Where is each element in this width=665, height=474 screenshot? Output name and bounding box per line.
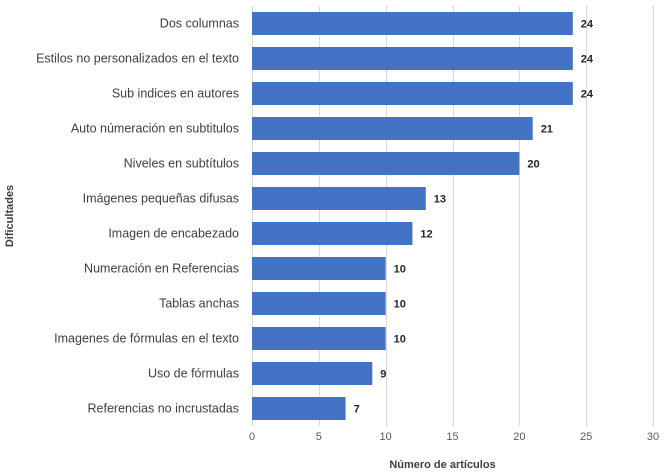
category-label: Imagen de encabezado: [108, 227, 239, 241]
data-label: 10: [394, 264, 406, 276]
data-label: 7: [354, 404, 360, 416]
x-tick-label: 5: [316, 431, 322, 443]
x-tick-label: 0: [249, 431, 255, 443]
bar: [252, 327, 386, 350]
bar: [252, 362, 373, 385]
x-axis-title: Número de artículos: [389, 459, 495, 471]
bar: [252, 152, 520, 175]
y-axis-title: Dificultades: [4, 185, 16, 247]
data-label: 24: [581, 89, 594, 101]
gridlines: [252, 6, 654, 426]
bars: [252, 12, 573, 420]
bar: [252, 117, 533, 140]
bar: [252, 397, 346, 420]
data-label: 24: [581, 54, 594, 66]
category-labels: Dos columnas Estilos no personalizados en…: [36, 17, 239, 416]
bar: [252, 12, 573, 35]
bar: [252, 187, 426, 210]
bar: [252, 47, 573, 70]
x-axis-ticks: 0 5 10 15 20 25 30: [249, 431, 659, 443]
data-labels: 24 24 24 21 20 13 12 10 10 10 9 7: [354, 19, 594, 416]
bar: [252, 82, 573, 105]
bar: [252, 222, 413, 245]
data-label: 10: [394, 299, 406, 311]
category-label: Numeración en Referencias: [84, 262, 239, 276]
category-label: Auto númeración en subtitulos: [71, 122, 239, 136]
data-label: 20: [527, 159, 539, 171]
data-label: 21: [541, 124, 553, 136]
data-label: 24: [581, 19, 594, 31]
category-label: Referencias no incrustadas: [88, 402, 239, 416]
x-tick-label: 25: [580, 431, 592, 443]
category-label: Uso de fórmulas: [148, 367, 239, 381]
data-label: 12: [420, 229, 432, 241]
x-tick-label: 30: [647, 431, 659, 443]
x-tick-label: 15: [446, 431, 458, 443]
x-tick-label: 10: [380, 431, 392, 443]
bar: [252, 257, 386, 280]
category-label: Dos columnas: [160, 17, 239, 31]
data-label: 9: [380, 369, 386, 381]
category-label: Sub indices en autores: [112, 87, 239, 101]
data-label: 10: [394, 334, 406, 346]
category-label: Imágenes pequeñas difusas: [83, 192, 239, 206]
x-tick-label: 20: [513, 431, 525, 443]
category-label: Imagenes de fórmulas en el texto: [54, 332, 239, 346]
category-label: Tablas anchas: [159, 297, 239, 311]
data-label: 13: [434, 194, 446, 206]
category-label: Estilos no personalizados en el texto: [36, 52, 239, 66]
category-label: Niveles en subtítulos: [124, 157, 239, 171]
bar: [252, 292, 386, 315]
